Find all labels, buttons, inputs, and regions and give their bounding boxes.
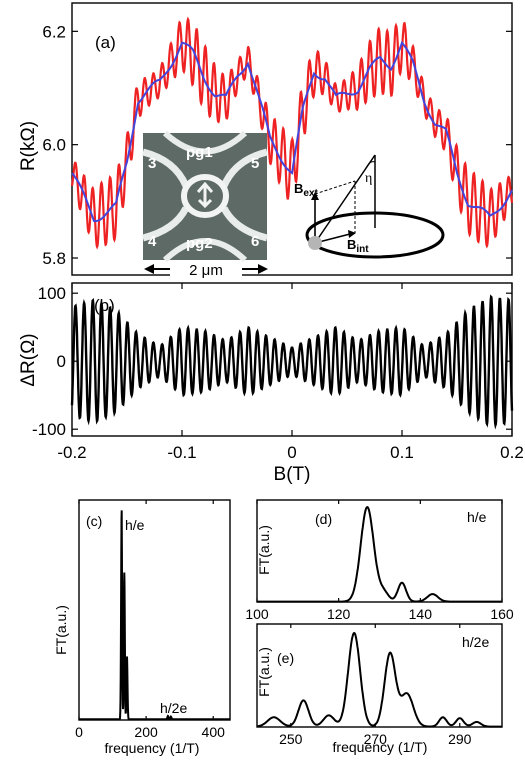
panel-d-plot: [257, 506, 502, 603]
inset-label-pg1: pg1: [186, 144, 213, 161]
sem-inset: pg1 pg2 3 4 5 6 2 μm: [142, 130, 268, 279]
panel-a-frame: [71, 2, 513, 276]
panel-a-ticks: 5.8 6.0 6.2: [42, 22, 512, 268]
b-ext-label: Bext: [294, 181, 319, 199]
sem-leads: [142, 148, 268, 242]
panel-d-frame: [256, 499, 503, 603]
d-xtick-label-1: 120: [327, 606, 351, 622]
b-xtick-label-2: 0: [287, 443, 296, 462]
panel-b-ylabel: ΔR(Ω): [18, 333, 39, 386]
panel-c-ticks: 0 200 400: [75, 500, 225, 740]
panel-a-plot: [70, 16, 514, 250]
panel-e-series: [256, 631, 502, 728]
d-xtick-label-0: 100: [245, 606, 269, 622]
panel-e-plot: [256, 631, 502, 728]
panel-c-h2e-label: h/2e: [160, 700, 187, 716]
panel-c-plot: [79, 510, 230, 721]
panel-c-xlabel: frequency (1/T): [105, 740, 200, 756]
panel-e-ticks: 250 270 290: [279, 624, 472, 747]
panel-d-annotation: h/e: [467, 509, 487, 525]
panel-e-xlabel: frequency (1/T): [333, 739, 428, 755]
panel-e-annotation: h/2e: [462, 634, 489, 650]
panel-d: 100 120 140 160 (d) h/e FT(a.u.): [245, 499, 514, 622]
d-xtick-label-3: 160: [490, 606, 514, 622]
panel-b-xlabel: B(T): [274, 464, 311, 485]
b-ytick-label-0: -100: [32, 420, 66, 439]
inset-label-6: 6: [251, 233, 259, 250]
d-xtick-label-2: 140: [409, 606, 433, 622]
field-diagram: η Bext Bint: [294, 154, 445, 259]
scale-bar-label: 2 μm: [189, 262, 223, 279]
e-xtick-label-2: 290: [448, 731, 472, 747]
panel-c-label: (c): [86, 513, 102, 529]
sem-ring: [181, 174, 229, 218]
c-xtick-label-2: 400: [202, 724, 226, 740]
panel-c-he-label: h/e: [125, 517, 145, 533]
panel-a-series-raw: [70, 16, 514, 250]
panel-c: 0 200 400 (c) h/e h/2e FT(a.u.) frequency …: [53, 499, 231, 756]
panel-d-label: (d): [315, 511, 332, 527]
panel-e-label: (e): [277, 650, 294, 666]
b-xtick-label-3: 0.1: [390, 443, 414, 462]
c-xtick-label-1: 200: [134, 724, 158, 740]
panel-c-series: [79, 510, 230, 721]
a-ytick-label-2: 6.2: [42, 22, 66, 41]
b-xtick-label-4: 0.2: [500, 443, 524, 462]
inset-label-3: 3: [148, 155, 156, 172]
ext-dash: [314, 180, 356, 195]
panel-b-series: [70, 294, 514, 430]
panel-a-series-smooth: [71, 40, 513, 223]
panel-a: 5.8 6.0 6.2 (a) R(kΩ) pg1 pg2 3 4 5 6 2 μm: [18, 2, 514, 279]
c-xtick-label-0: 0: [75, 724, 83, 740]
panel-d-ticks: 100 120 140 160: [245, 500, 514, 622]
inset-label-pg2: pg2: [186, 235, 213, 252]
e-xtick-label-0: 250: [279, 731, 303, 747]
field-vector-line: [314, 154, 376, 244]
b-ytick-label-2: 100: [38, 284, 66, 303]
panel-a-label: (a): [95, 33, 116, 52]
panel-e: 250 270 290 (e) h/2e FT(a.u.) frequency (1…: [256, 623, 503, 755]
panel-b-plot: [70, 294, 514, 430]
panel-e-frame: [256, 623, 503, 728]
sem-ring-center: [196, 181, 214, 209]
e-xtick-label-1: 270: [364, 731, 388, 747]
b-int-label: Bint: [347, 237, 369, 255]
inset-label-5: 5: [251, 155, 259, 172]
scale-bar-label-bg: [170, 260, 242, 278]
panel-e-ylabel: FT(a.u.): [256, 647, 272, 697]
sem-gates: [162, 130, 248, 263]
panel-d-series: [257, 506, 502, 603]
a-ytick-label-1: 6.0: [42, 136, 66, 155]
panel-a-ylabel: R(kΩ): [18, 121, 39, 171]
b-xtick-label-1: -0.1: [167, 443, 196, 462]
b-ext-arrowhead: [311, 192, 319, 200]
b-ytick-label-1: 0: [57, 352, 66, 371]
inset-label-4: 4: [148, 233, 157, 250]
eta-label: η: [365, 171, 372, 186]
eta-arc: [365, 161, 376, 169]
panel-c-ylabel: FT(a.u.): [53, 605, 69, 655]
panel-c-frame: [78, 499, 231, 721]
b-int-arrowhead: [348, 230, 356, 238]
panel-b: -0.2 -0.1 0 0.1 0.2 -100 0 100 (b) ΔR(Ω) B(T): [18, 282, 524, 485]
b-xtick-label-0: -0.2: [57, 443, 86, 462]
panel-b-label: (b): [94, 296, 115, 315]
particle-dot: [308, 236, 322, 250]
panel-b-ticks: -0.2 -0.1 0 0.1 0.2 -100 0 100: [32, 283, 524, 462]
panel-d-ylabel: FT(a.u.): [256, 525, 272, 575]
a-ytick-label-0: 5.8: [42, 249, 66, 268]
